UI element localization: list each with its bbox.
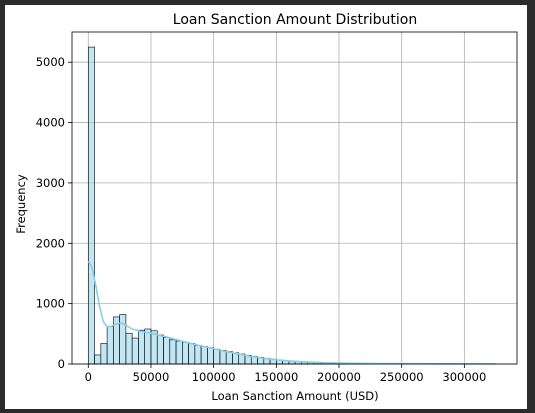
histogram-bar <box>87 46 95 365</box>
histogram-bars <box>87 46 496 365</box>
x-tick-label: 150000 <box>254 370 298 384</box>
histogram-bar <box>213 348 221 365</box>
x-axis-label: Loan Sanction Amount (USD) <box>211 389 378 403</box>
chart-title: Loan Sanction Amount Distribution <box>173 12 417 28</box>
y-tick-label: 5000 <box>36 55 65 69</box>
histogram-bar <box>94 354 102 365</box>
y-tick-label: 2000 <box>36 236 65 250</box>
x-tick-label: 300000 <box>442 370 486 384</box>
histogram-bar <box>119 314 127 365</box>
x-tick-label: 100000 <box>192 370 236 384</box>
x-tick-label: 0 <box>85 370 92 384</box>
histogram-bar <box>200 346 208 365</box>
y-tick-label: 4000 <box>36 116 65 130</box>
axis-ticks: 0 50000 100000 150000 200000 250000 300000 0 100… <box>36 55 487 384</box>
histogram-bar <box>207 347 214 365</box>
histogram-bar <box>125 332 133 365</box>
kde-curve-layer <box>87 260 496 365</box>
figure: Loan Sanction Amount Distribution 0 50000… <box>5 5 527 409</box>
histogram-bar <box>156 334 164 365</box>
y-tick-label: 0 <box>58 357 65 371</box>
histogram-bar <box>144 328 152 365</box>
histogram-bar <box>169 339 177 365</box>
y-axis-label: Frequency <box>14 174 28 234</box>
histogram-bar <box>188 343 196 365</box>
x-tick-label: 50000 <box>133 370 170 384</box>
histogram-bar <box>131 337 139 365</box>
x-tick-label: 200000 <box>317 370 361 384</box>
histogram-bar <box>106 326 114 365</box>
histogram-chart: Loan Sanction Amount Distribution 0 50000… <box>14 12 518 403</box>
grid-lines <box>72 32 517 365</box>
histogram-bar <box>225 351 233 365</box>
histogram-bar <box>138 329 146 365</box>
histogram-bar <box>163 337 171 365</box>
kde-curve <box>87 260 496 365</box>
x-tick-label: 250000 <box>380 370 424 384</box>
plot-area-frame <box>71 31 518 365</box>
histogram-bar <box>175 340 183 365</box>
histogram-bar <box>219 350 227 365</box>
histogram-bar <box>150 330 158 365</box>
histogram-bar <box>194 344 202 365</box>
histogram-bar <box>100 343 108 365</box>
y-tick-label: 1000 <box>36 297 65 311</box>
y-tick-label: 3000 <box>36 176 65 190</box>
histogram-bar <box>182 341 189 365</box>
